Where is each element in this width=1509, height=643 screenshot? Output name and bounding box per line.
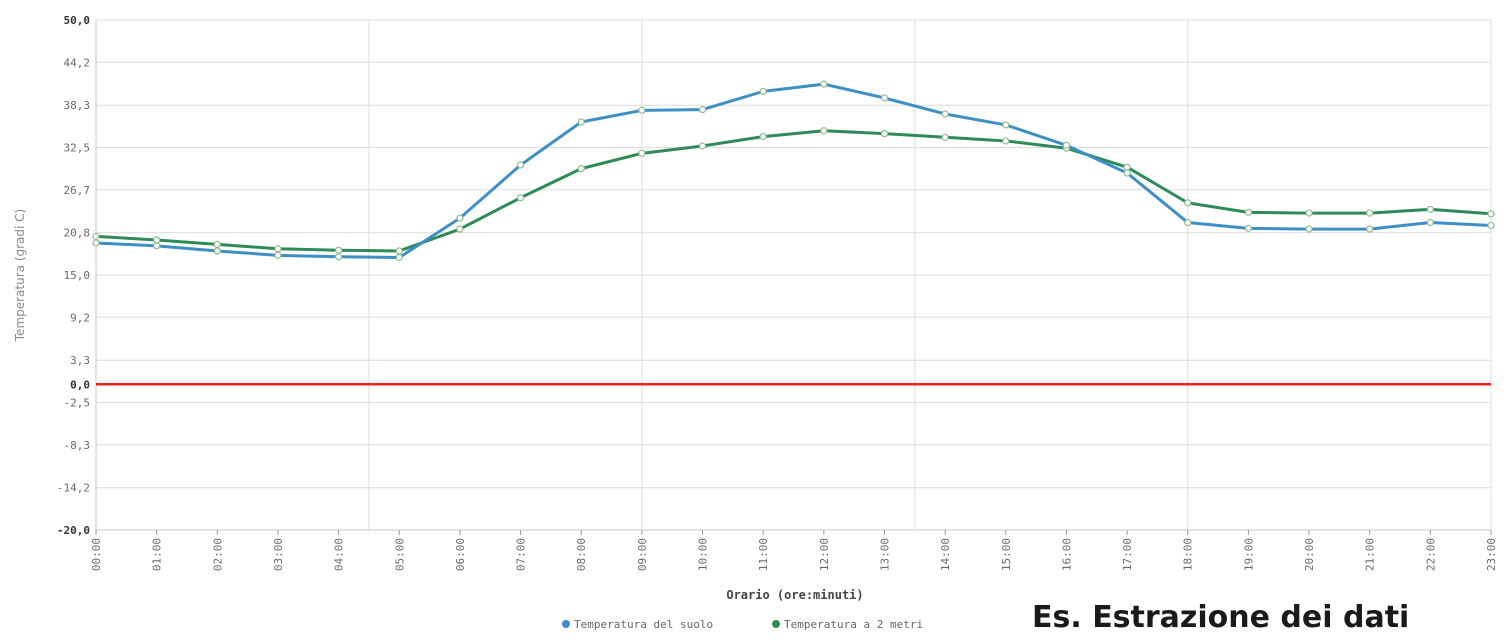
data-point [698,142,707,150]
x-tick-label: 03:00 [272,538,285,571]
data-point [698,106,707,114]
data-point [820,127,828,135]
caption-text: Es. Estrazione dei dati [1032,600,1410,635]
data-point [820,80,828,88]
x-tick-label: 07:00 [515,538,528,571]
x-tick-label: 21:00 [1364,538,1377,571]
data-point [213,247,221,255]
x-tick-label: 06:00 [454,538,467,571]
x-tick-label: 19:00 [1242,538,1255,571]
y-tick-label: 9,2 [70,311,90,324]
y-tick-label: 26,7 [64,184,91,197]
data-point [638,149,646,157]
data-point [153,242,161,250]
y-tick-label: 50,0 [64,14,91,27]
series-line-suolo [95,82,1492,260]
data-point [1123,163,1131,171]
x-tick-label: 11:00 [757,538,770,571]
y-tick-label: 44,2 [64,56,91,69]
data-point [456,214,464,222]
x-tick-label: 22:00 [1424,538,1437,571]
x-tick-label: 02:00 [211,538,224,571]
y-tick-label: 3,3 [70,354,90,367]
x-tick-label: 18:00 [1182,538,1195,571]
y-tick-label: 15,0 [64,269,91,282]
data-point [153,236,161,244]
y-axis-title: Temperatura (gradi C) [13,209,27,342]
data-point [1244,224,1252,232]
data-point [1366,225,1374,233]
legend-marker [772,620,780,628]
data-point [759,132,767,141]
series-line-2-metri [95,129,1492,253]
data-point [880,94,889,102]
data-point [395,247,403,255]
x-tick-label: 17:00 [1121,538,1134,571]
x-axis-title: Orario (ore:minuti) [726,588,863,602]
y-tick-label: -14,2 [57,482,90,495]
data-point [1244,208,1252,216]
data-point [1487,221,1495,230]
data-point [516,194,525,202]
data-point [1366,209,1374,217]
data-point [1123,169,1131,177]
x-tick-label: 13:00 [878,538,891,571]
data-point [335,246,343,254]
data-point [395,253,403,262]
y-tick-label: 0,0 [70,378,90,391]
data-point [274,251,282,259]
y-tick-label: 38,3 [64,99,91,112]
x-tick-label: 05:00 [393,538,406,571]
data-point [1002,137,1010,145]
y-tick-label: 20,8 [64,227,91,240]
x-tick-label: 23:00 [1485,538,1498,571]
legend-label: Temperatura a 2 metri [784,618,923,631]
x-tick-label: 00:00 [90,538,103,571]
x-tick-label: 08:00 [575,538,588,571]
x-tick-label: 09:00 [636,538,649,571]
y-tick-label: -8,3 [64,439,91,452]
y-tick-label: 32,5 [64,142,91,155]
data-point [577,165,585,173]
x-tick-label: 12:00 [818,538,831,571]
data-point [577,118,585,126]
x-tick-label: 20:00 [1303,538,1316,571]
data-point [1426,218,1434,227]
data-point [1305,225,1313,233]
data-point [1305,209,1313,217]
data-point [1487,210,1495,218]
data-point [880,130,889,138]
data-point [92,239,100,247]
data-point [638,106,646,114]
legend-label: Temperatura del suolo [574,618,713,631]
data-point [335,253,343,261]
y-tick-label: -20,0 [57,524,90,537]
data-point [941,110,949,118]
data-point [1062,141,1071,149]
x-tick-label: 01:00 [151,538,164,571]
data-point [274,245,282,253]
data-point [92,232,100,240]
data-point [1184,218,1192,227]
data-point [759,87,767,96]
data-point [456,225,464,233]
legend-marker [562,620,570,628]
data-point [516,161,525,169]
x-tick-label: 14:00 [939,538,952,571]
x-tick-label: 16:00 [1060,538,1073,571]
x-tick-label: 10:00 [697,538,710,571]
data-point [213,240,221,248]
x-tick-label: 15:00 [1000,538,1013,571]
x-tick-label: 04:00 [333,538,346,571]
y-tick-label: -2,5 [64,397,91,410]
data-point [1184,199,1192,207]
data-point [1002,121,1010,129]
data-point [1426,205,1434,214]
data-point [941,133,949,141]
